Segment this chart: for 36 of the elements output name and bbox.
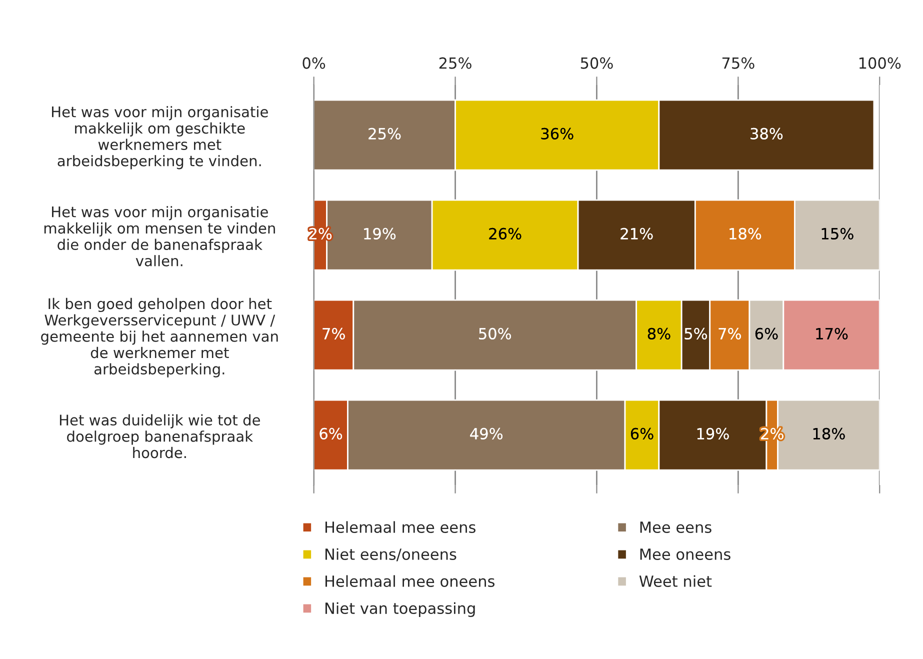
x-tick-label: 50% [580, 57, 613, 69]
data-label: 38% [750, 128, 783, 140]
x-tick-label: 75% [722, 57, 754, 69]
data-label: 6% [320, 428, 342, 440]
legend-label: Helemaal mee eens [325, 521, 476, 534]
data-label: 36% [541, 128, 574, 140]
legend-label: Mee eens [640, 522, 712, 534]
legend-label: Helemaal mee oneens [325, 575, 494, 588]
data-label: 5% [684, 328, 708, 340]
data-label: 19% [697, 428, 729, 440]
y-tick-label: Het was voor mijn organisatie makkelijk om geschikte werknemers met arbeidsbeperking te vinden. [52, 106, 268, 170]
data-label: 50% [479, 328, 512, 340]
data-label: 19% [364, 228, 396, 240]
data-label: 8% [648, 328, 670, 340]
legend-label: Weet niet [639, 575, 712, 588]
legend-label: Niet van toepassing [325, 602, 475, 617]
y-tick-label: Het was voor mijn organisatie makkelijk om mensen te vinden die onder de banenafspraak vallen. [44, 206, 275, 266]
legend-label: Mee oneens [640, 548, 730, 560]
data-label: 6% [755, 328, 778, 340]
x-tick-label: 25% [439, 57, 472, 69]
data-label: 15% [822, 228, 854, 240]
data-label: 7% [322, 328, 345, 340]
x-tick-label: 100% [859, 57, 901, 69]
data-label: 18% [730, 228, 762, 240]
y-tick-label: Het was duidelijk wie tot de doelgroep banenafspraak hoorde. [60, 414, 260, 458]
y-tick-label: Ik ben goed geholpen door het Werkgeversservicepunt / UWV / gemeente bij het aannemen van de werknemer met arbeidsbeperking. [41, 298, 278, 378]
data-label: 18% [813, 428, 845, 440]
data-label: 25% [368, 128, 401, 140]
data-label: 21% [620, 228, 653, 240]
x-tick-label: 0% [302, 57, 326, 69]
data-label: 26% [489, 228, 522, 240]
legend-label: Niet eens/oneens [325, 548, 456, 562]
data-label: 6% [630, 428, 654, 440]
data-label: 49% [470, 428, 503, 440]
data-label: 17% [816, 328, 848, 340]
data-label: 7% [718, 328, 741, 340]
